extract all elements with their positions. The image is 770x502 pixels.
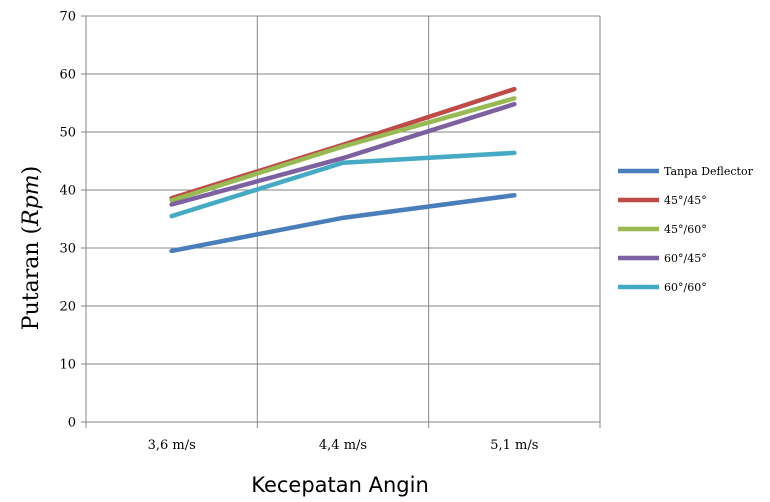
x-tick-label: 5,1 m/s [490,438,538,453]
y-tick-label: 70 [59,10,76,25]
series-line [169,96,517,203]
y-axis-label-unit: Rpm [19,174,44,227]
y-tick-label: 10 [59,358,76,373]
series-line [169,192,517,254]
x-axis-label: Kecepatan Angin [251,473,429,497]
legend: Tanpa Deflector 45°/45° 45°/60° 60°/45° 60°/… [618,165,754,294]
legend-label: 60°/60° [664,281,707,294]
x-tick-label: 3,6 m/s [148,438,196,453]
y-axis-label: Putaran (Rpm) [19,166,44,330]
x-axis-ticks: 3,6 m/s 4,4 m/s 5,1 m/s [85,422,601,453]
legend-label: 60°/45° [664,252,707,265]
y-axis-ticks: 0 10 20 30 40 50 60 70 [59,10,86,431]
y-tick-label: 50 [59,126,76,141]
legend-label: Tanpa Deflector [664,165,754,178]
series-line [169,150,517,219]
y-axis-label-close: ) [19,166,44,175]
y-axis-label-main: Putaran ( [19,226,44,330]
legend-label: 45°/45° [664,194,707,207]
y-tick-label: 20 [59,300,76,315]
y-tick-label: 30 [59,242,76,257]
y-tick-label: 40 [59,184,76,199]
legend-label: 45°/60° [664,223,707,236]
x-tick-label: 4,4 m/s [319,438,367,453]
axes [85,15,600,423]
series-line [169,86,517,201]
y-tick-label: 60 [59,68,76,83]
series-lines [169,86,517,254]
series-line [169,101,517,207]
y-tick-label: 0 [68,416,76,431]
